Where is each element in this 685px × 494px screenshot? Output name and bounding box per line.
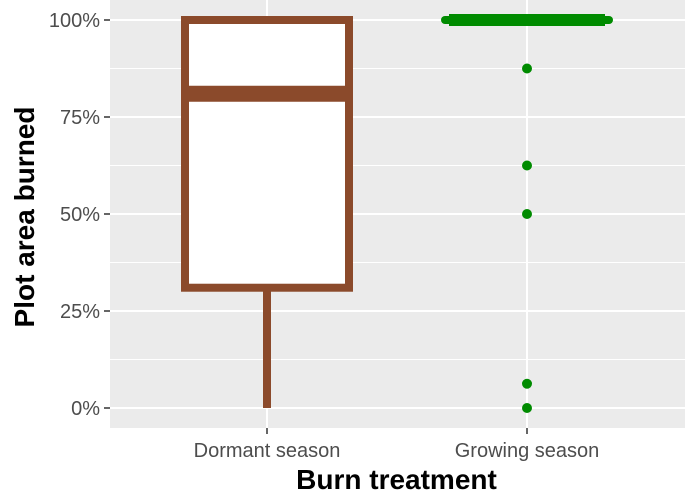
y-tick-label: 25% xyxy=(60,301,100,323)
y-tick-label: 50% xyxy=(60,204,100,226)
outlier-point xyxy=(522,63,532,74)
y-axis-title: Plot area burned xyxy=(9,107,40,328)
x-axis: Dormant season Growing season xyxy=(194,428,600,462)
box-body xyxy=(181,16,353,292)
outlier-point xyxy=(522,403,532,413)
x-tick-label: Growing season xyxy=(455,440,600,462)
x-tick-label: Dormant season xyxy=(194,440,341,462)
outlier-point xyxy=(522,378,532,389)
outlier-point xyxy=(522,209,532,219)
y-tick-label: 100% xyxy=(49,10,100,32)
y-axis: 0% 25% 50% 75% 100% xyxy=(49,10,110,420)
boxes xyxy=(181,14,613,413)
y-tick-label: 0% xyxy=(71,398,100,420)
box-growing-season xyxy=(441,14,613,413)
y-tick-label: 75% xyxy=(60,107,100,129)
box-dormant-season xyxy=(181,16,353,408)
outlier-point xyxy=(522,160,532,171)
x-axis-title: Burn treatment xyxy=(296,464,497,494)
